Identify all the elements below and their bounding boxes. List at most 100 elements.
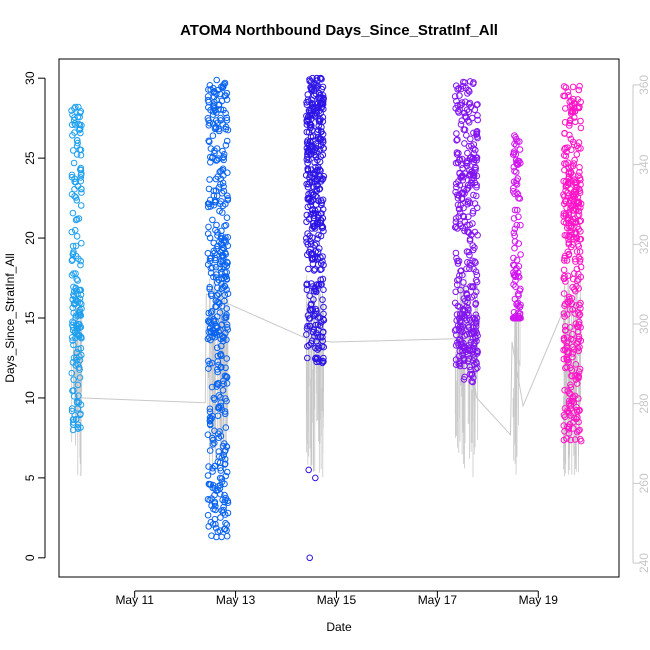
line-series-path <box>80 293 565 436</box>
x-tick-label: May 13 <box>216 593 256 607</box>
data-point-flight_4 <box>454 225 461 232</box>
data-point-flight_4 <box>466 330 473 338</box>
data-point-flight_1 <box>68 407 76 415</box>
data-point-flight_6 <box>564 356 571 364</box>
data-point-flight_6 <box>575 172 582 180</box>
data-point-flight_2 <box>210 247 218 255</box>
data-point-flight_6 <box>569 108 577 116</box>
data-point-flight_3 <box>306 306 314 314</box>
data-point-flight_5 <box>515 309 522 317</box>
data-point-flight_4 <box>458 195 466 203</box>
data-point-flight_5 <box>515 272 522 280</box>
data-point-flight_1 <box>70 270 77 277</box>
data-point-flight_3 <box>310 92 318 99</box>
data-point-flight_6 <box>562 105 569 112</box>
data-point-flight_2 <box>223 262 231 270</box>
data-point-flight_6 <box>571 436 579 443</box>
data-point-flight_3 <box>313 310 320 318</box>
data-point-flight_2 <box>222 142 230 149</box>
data-point-flight_1 <box>68 334 76 341</box>
data-point-flight_4 <box>472 335 480 342</box>
data-point-flight_4 <box>453 130 460 137</box>
data-point-flight_1 <box>75 321 82 328</box>
data-point-flight_5 <box>511 132 518 139</box>
data-point-flight_4 <box>467 366 474 374</box>
data-point-flight_3 <box>320 310 327 318</box>
data-point-flight_3 <box>306 292 314 300</box>
data-point-flight_3 <box>307 123 315 131</box>
data-point-flight_3 <box>311 207 319 214</box>
data-point-flight_2 <box>208 502 215 509</box>
data-point-flight_6 <box>575 203 582 211</box>
data-point-flight_4 <box>454 136 461 143</box>
data-point-flight_5 <box>510 281 517 288</box>
data-point-flight_1 <box>76 299 84 306</box>
data-point-flight_6 <box>575 207 583 215</box>
data-point-flight_3 <box>319 223 327 231</box>
data-point-flight_1 <box>73 349 81 356</box>
data-point-flight_1 <box>69 416 77 424</box>
data-point-flight_3 <box>314 343 322 350</box>
data-point-flight_4 <box>452 188 459 196</box>
data-point-flight_2 <box>209 441 217 448</box>
data-point-flight_1 <box>74 113 82 120</box>
data-point-flight_4 <box>463 265 470 273</box>
data-point-flight_2 <box>220 151 228 158</box>
data-point-flight_2 <box>220 451 227 459</box>
data-point-flight_1 <box>73 312 80 319</box>
data-point-flight_4 <box>454 102 461 109</box>
data-point-flight_3 <box>309 170 317 178</box>
data-point-flight_1 <box>74 421 82 429</box>
data-point-flight_3 <box>311 178 318 185</box>
data-point-flight_3 <box>309 260 317 268</box>
data-point-flight_5 <box>511 167 518 175</box>
data-point-flight_4 <box>470 145 477 152</box>
data-point-flight_2 <box>209 111 217 118</box>
data-point-flight_5 <box>511 190 518 197</box>
data-point-flight_2 <box>214 412 222 420</box>
data-point-flight_2 <box>211 439 218 447</box>
data-point-flight_2 <box>217 467 225 474</box>
data-point-flight_1 <box>77 129 84 137</box>
data-point-flight_2 <box>223 117 231 124</box>
data-point-flight_3 <box>304 159 311 167</box>
y-tick-label: 30 <box>23 71 37 85</box>
data-point-flight_1 <box>77 261 84 269</box>
data-point-flight_2 <box>223 214 231 221</box>
data-point-flight_4 <box>461 373 468 381</box>
data-point-flight_6 <box>563 148 570 156</box>
data-point-flight_6 <box>569 306 577 313</box>
data-point-flight_1 <box>76 286 84 294</box>
data-point-flight_4 <box>460 307 467 314</box>
data-point-flight_6 <box>564 334 571 341</box>
data-point-flight_1 <box>69 337 76 344</box>
data-point-flight_6 <box>560 310 568 317</box>
data-point-flight_6 <box>574 328 582 336</box>
data-point-flight_2 <box>205 185 213 193</box>
data-point-flight_1 <box>73 137 81 144</box>
data-point-flight_4 <box>465 311 472 319</box>
data-point-flight_2 <box>211 125 219 133</box>
data-point-flight_1 <box>75 255 82 263</box>
data-point-flight_2 <box>208 321 216 328</box>
data-point-flight_2 <box>215 184 223 191</box>
data-point-flight_4 <box>467 179 475 186</box>
data-point-flight_1 <box>72 242 80 250</box>
data-point-flight_6 <box>565 222 573 230</box>
data-point-flight_2 <box>211 197 219 204</box>
data-point-flight_6 <box>560 92 567 100</box>
data-point-flight_4 <box>474 134 481 142</box>
data-point-flight_4 <box>464 299 471 306</box>
y2-tick-label: 280 <box>637 393 650 413</box>
data-point-flight_2 <box>224 242 232 249</box>
data-point-flight_4 <box>456 357 464 365</box>
x-axis-label: Date <box>326 620 352 634</box>
data-point-flight_4 <box>461 218 469 226</box>
data-point-flight_6 <box>561 119 569 126</box>
data-point-flight_4 <box>460 204 467 212</box>
data-point-flight_2 <box>214 458 222 466</box>
data-point-flight_6 <box>567 364 574 372</box>
data-point-flight_3 <box>316 185 324 193</box>
data-point-flight_2 <box>223 311 230 319</box>
